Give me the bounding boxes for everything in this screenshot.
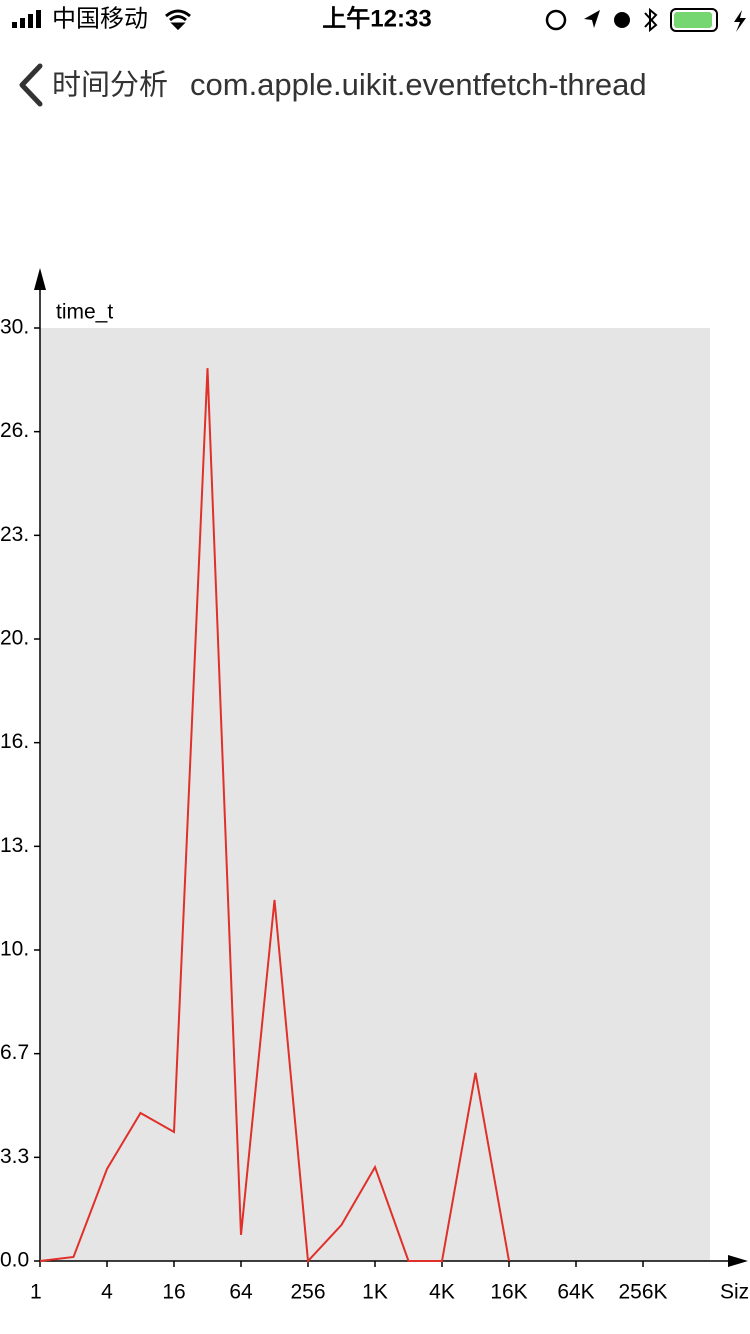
nav-title: com.apple.uikit.eventfetch-thread (190, 67, 647, 102)
x-axis-arrow (728, 1255, 748, 1267)
charging-icon (734, 10, 746, 32)
status-bar: 中国移动 上午12:33 (12, 4, 746, 32)
signal-bar (36, 10, 41, 28)
x-tick-label: 64K (557, 1281, 594, 1304)
y-tick-label: 26. (0, 419, 29, 442)
y-tick-label: 3.3 (0, 1145, 29, 1168)
y-tick-label: 20. (0, 627, 29, 650)
x-tick-label: 16 (162, 1281, 185, 1304)
y-tick-label: 16. (0, 730, 29, 753)
x-tick-label: 1 (30, 1281, 42, 1304)
clock: 上午12:33 (322, 4, 431, 32)
y-tick-label: 30. (0, 316, 29, 339)
signal-bar (20, 18, 25, 28)
x-tick-label: 64 (229, 1281, 253, 1304)
y-axis-label: time_t (56, 301, 113, 324)
chart: time_t Siz 0.0 3.3 6.7 10. 13. 16. 20. 23. 26. 30. 1… (0, 268, 749, 1304)
x-tick-label: 256 (290, 1281, 325, 1304)
back-chevron[interactable] (19, 63, 43, 107)
wifi-icon (165, 9, 191, 31)
bluetooth-icon (644, 7, 658, 33)
carrier: 中国移动 (52, 5, 148, 32)
y-tick-label: 10. (0, 938, 29, 961)
x-tick-label: 4 (101, 1281, 113, 1304)
back-button[interactable]: 时间分析 (52, 69, 168, 102)
alarm-icon (614, 12, 630, 28)
nav-bar: 时间分析 com.apple.uikit.eventfetch-thread (19, 63, 647, 107)
data-line (39, 368, 510, 1264)
x-tick-label: 16K (490, 1281, 527, 1304)
location-icon (584, 10, 600, 28)
plot-area (40, 328, 710, 1261)
x-tick-label: 256K (618, 1281, 667, 1304)
signal-bar (28, 14, 33, 28)
battery (670, 8, 718, 32)
lock-icon (545, 9, 567, 31)
y-tick-label: 6.7 (0, 1041, 29, 1064)
battery-level (674, 12, 712, 28)
y-tick-label: 13. (0, 834, 29, 857)
x-tick-label: 1K (362, 1281, 388, 1304)
x-tick-label: 4K (429, 1281, 455, 1304)
y-tick-label: 0.0 (0, 1249, 29, 1272)
y-tick-label: 23. (0, 523, 29, 546)
x-axis-label: Siz (720, 1281, 749, 1304)
y-axis-arrow (34, 268, 46, 290)
signal-bar (12, 22, 17, 28)
